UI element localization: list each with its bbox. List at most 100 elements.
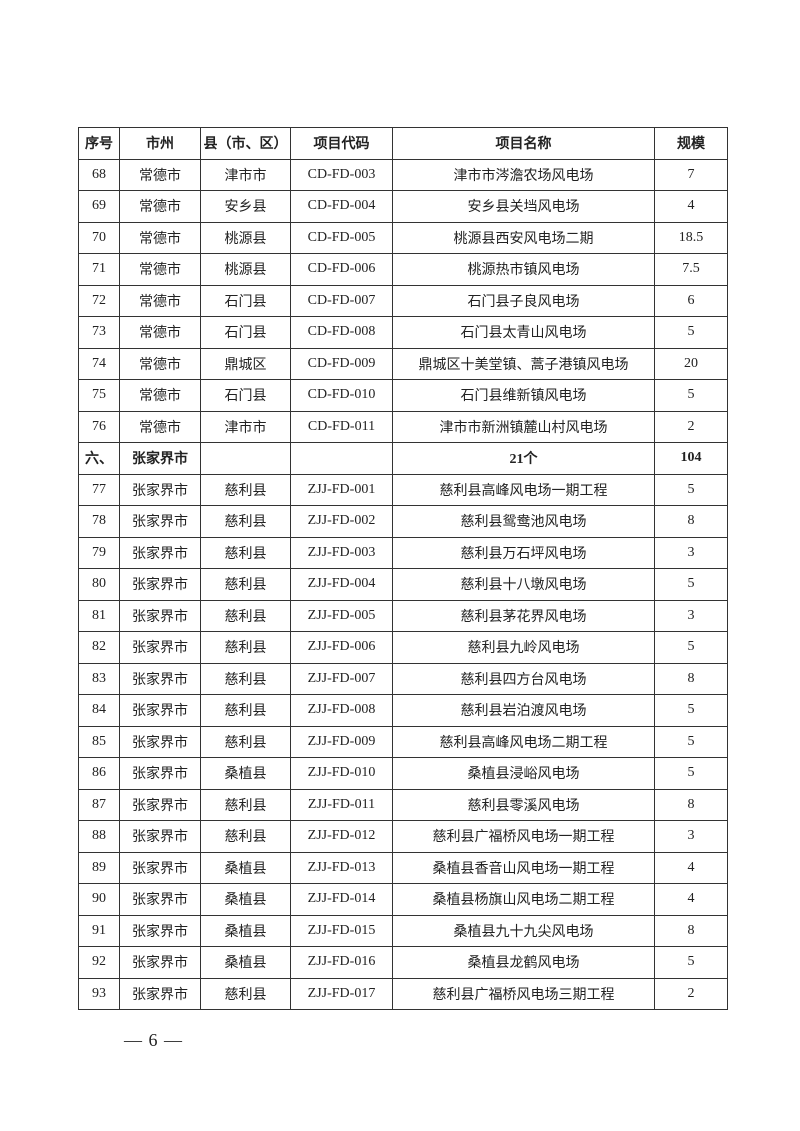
cell-scale: 5 bbox=[654, 316, 728, 349]
cell-index: 86 bbox=[78, 757, 120, 790]
cell-code: ZJJ-FD-003 bbox=[290, 536, 393, 569]
cell-city: 常德市 bbox=[119, 284, 201, 317]
cell-county: 桃源县 bbox=[200, 253, 291, 286]
table-row: 76 常德市 津市市 CD-FD-011 津市市新洲镇麓山村风电场 2 bbox=[78, 410, 728, 443]
table-row: 79 张家界市 慈利县 ZJJ-FD-003 慈利县万石坪风电场 3 bbox=[78, 536, 728, 569]
cell-county: 桑植县 bbox=[200, 851, 291, 884]
cell-index: 75 bbox=[78, 379, 120, 412]
cell-code: ZJJ-FD-017 bbox=[290, 977, 393, 1010]
project-table: 序号 市州 县（市、区） 项目代码 项目名称 规模 68 常德市 津市市 CD-FD-… bbox=[78, 127, 728, 1010]
cell-city: 常德市 bbox=[119, 316, 201, 349]
cell-city: 张家界市 bbox=[119, 631, 201, 664]
header-scale: 规模 bbox=[654, 127, 728, 160]
cell-index: 87 bbox=[78, 788, 120, 821]
cell-name: 桑植县浸峪风电场 bbox=[392, 757, 655, 790]
cell-code: CD-FD-004 bbox=[290, 190, 393, 223]
cell-name: 石门县子良风电场 bbox=[392, 284, 655, 317]
cell-index: 73 bbox=[78, 316, 120, 349]
cell-city: 张家界市 bbox=[119, 946, 201, 979]
cell-scale: 8 bbox=[654, 662, 728, 695]
cell-name: 石门县太青山风电场 bbox=[392, 316, 655, 349]
cell-scale: 18.5 bbox=[654, 221, 728, 254]
cell-scale: 3 bbox=[654, 536, 728, 569]
cell-county: 鼎城区 bbox=[200, 347, 291, 380]
cell-scale: 8 bbox=[654, 788, 728, 821]
cell-county: 慈利县 bbox=[200, 631, 291, 664]
cell-scale: 8 bbox=[654, 914, 728, 947]
header-name: 项目名称 bbox=[392, 127, 655, 160]
cell-scale: 5 bbox=[654, 631, 728, 664]
cell-name: 慈利县岩泊渡风电场 bbox=[392, 694, 655, 727]
cell-scale: 4 bbox=[654, 190, 728, 223]
cell-county: 慈利县 bbox=[200, 473, 291, 506]
cell-index: 91 bbox=[78, 914, 120, 947]
section-row: 六、 张家界市 21个 104 bbox=[78, 442, 728, 475]
cell-code: CD-FD-005 bbox=[290, 221, 393, 254]
cell-code: ZJJ-FD-010 bbox=[290, 757, 393, 790]
table-row: 70 常德市 桃源县 CD-FD-005 桃源县西安风电场二期 18.5 bbox=[78, 221, 728, 254]
table-row: 89 张家界市 桑植县 ZJJ-FD-013 桑植县香音山风电场一期工程 4 bbox=[78, 851, 728, 884]
cell-county: 桑植县 bbox=[200, 883, 291, 916]
cell-county: 津市市 bbox=[200, 410, 291, 443]
cell-scale: 5 bbox=[654, 379, 728, 412]
cell-name: 慈利县九岭风电场 bbox=[392, 631, 655, 664]
cell-name: 慈利县四方台风电场 bbox=[392, 662, 655, 695]
cell-scale: 7.5 bbox=[654, 253, 728, 286]
cell-code: ZJJ-FD-006 bbox=[290, 631, 393, 664]
cell-name: 慈利县鸳鸯池风电场 bbox=[392, 505, 655, 538]
table-row: 75 常德市 石门县 CD-FD-010 石门县维新镇风电场 5 bbox=[78, 379, 728, 412]
cell-name: 桑植县龙鹤风电场 bbox=[392, 946, 655, 979]
cell-county: 石门县 bbox=[200, 284, 291, 317]
header-row: 序号 市州 县（市、区） 项目代码 项目名称 规模 bbox=[78, 127, 728, 160]
cell-index: 81 bbox=[78, 599, 120, 632]
cell-city: 常德市 bbox=[119, 379, 201, 412]
cell-name: 慈利县高峰风电场二期工程 bbox=[392, 725, 655, 758]
table-row: 90 张家界市 桑植县 ZJJ-FD-014 桑植县杨旗山风电场二期工程 4 bbox=[78, 883, 728, 916]
cell-scale: 4 bbox=[654, 851, 728, 884]
cell-index: 78 bbox=[78, 505, 120, 538]
cell-city: 张家界市 bbox=[119, 883, 201, 916]
header-index: 序号 bbox=[78, 127, 120, 160]
table-row: 71 常德市 桃源县 CD-FD-006 桃源热市镇风电场 7.5 bbox=[78, 253, 728, 286]
cell-code: ZJJ-FD-005 bbox=[290, 599, 393, 632]
cell-index: 69 bbox=[78, 190, 120, 223]
cell-city: 张家界市 bbox=[119, 473, 201, 506]
section-empty bbox=[290, 442, 393, 475]
cell-name: 慈利县十八墩风电场 bbox=[392, 568, 655, 601]
cell-city: 张家界市 bbox=[119, 536, 201, 569]
cell-scale: 2 bbox=[654, 410, 728, 443]
cell-index: 90 bbox=[78, 883, 120, 916]
cell-index: 89 bbox=[78, 851, 120, 884]
cell-name: 慈利县广福桥风电场三期工程 bbox=[392, 977, 655, 1010]
section-city: 张家界市 bbox=[119, 442, 201, 475]
cell-index: 68 bbox=[78, 158, 120, 191]
cell-county: 慈利县 bbox=[200, 820, 291, 853]
cell-city: 张家界市 bbox=[119, 505, 201, 538]
cell-scale: 5 bbox=[654, 725, 728, 758]
page-number: — 6 — bbox=[124, 1030, 183, 1050]
cell-county: 慈利县 bbox=[200, 662, 291, 695]
cell-county: 安乡县 bbox=[200, 190, 291, 223]
cell-city: 张家界市 bbox=[119, 914, 201, 947]
cell-code: ZJJ-FD-009 bbox=[290, 725, 393, 758]
table-row: 82 张家界市 慈利县 ZJJ-FD-006 慈利县九岭风电场 5 bbox=[78, 631, 728, 664]
cell-county: 石门县 bbox=[200, 316, 291, 349]
cell-code: ZJJ-FD-014 bbox=[290, 883, 393, 916]
cell-code: CD-FD-008 bbox=[290, 316, 393, 349]
cell-code: ZJJ-FD-012 bbox=[290, 820, 393, 853]
cell-county: 慈利县 bbox=[200, 788, 291, 821]
cell-name: 桃源县西安风电场二期 bbox=[392, 221, 655, 254]
cell-scale: 2 bbox=[654, 977, 728, 1010]
table-row: 92 张家界市 桑植县 ZJJ-FD-016 桑植县龙鹤风电场 5 bbox=[78, 946, 728, 979]
cell-code: ZJJ-FD-013 bbox=[290, 851, 393, 884]
cell-county: 桑植县 bbox=[200, 914, 291, 947]
cell-name: 鼎城区十美堂镇、蒿子港镇风电场 bbox=[392, 347, 655, 380]
table-row: 91 张家界市 桑植县 ZJJ-FD-015 桑植县九十九尖风电场 8 bbox=[78, 914, 728, 947]
cell-name: 安乡县关垱风电场 bbox=[392, 190, 655, 223]
cell-index: 77 bbox=[78, 473, 120, 506]
cell-scale: 5 bbox=[654, 568, 728, 601]
cell-county: 石门县 bbox=[200, 379, 291, 412]
cell-scale: 3 bbox=[654, 599, 728, 632]
cell-index: 88 bbox=[78, 820, 120, 853]
cell-city: 张家界市 bbox=[119, 694, 201, 727]
